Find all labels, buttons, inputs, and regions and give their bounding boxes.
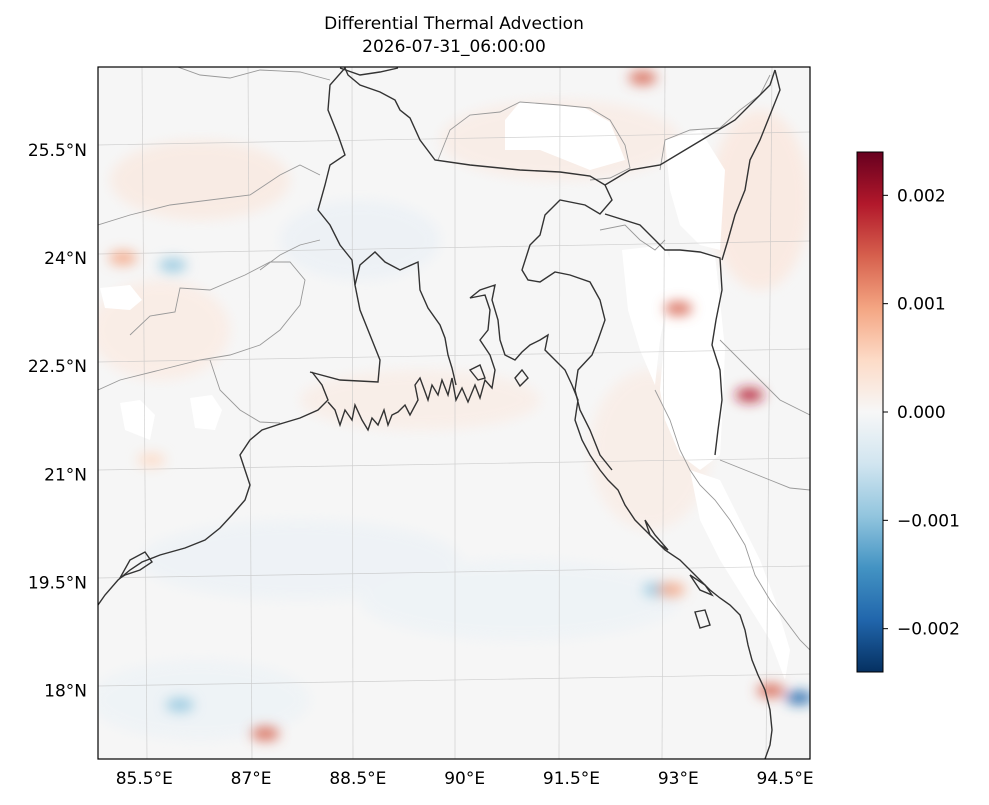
- grid-meridian: [765, 67, 773, 759]
- grid-meridian: [351, 67, 354, 759]
- hot-spot: [165, 697, 194, 712]
- colorbar-tick-label: −0.001: [897, 511, 960, 531]
- y-tick-labels: 25.5°N 24°N 22.5°N 21°N 19.5°N 18°N: [28, 141, 87, 702]
- colorbar-tick-label: 0.002: [897, 186, 946, 206]
- colorbar-gradient: [856, 151, 884, 673]
- grid-meridian: [558, 67, 561, 759]
- y-tick-label: 18°N: [44, 682, 87, 702]
- x-tick-label: 91.5°E: [543, 769, 600, 789]
- chart-subtitle: 2026-07-31_06:00:00: [362, 37, 546, 57]
- x-tick-label: 93°E: [658, 769, 699, 789]
- coastline: [98, 283, 773, 759]
- colorbar-tick-label: 0.000: [897, 403, 946, 423]
- y-tick-label: 21°N: [44, 465, 87, 485]
- hot-spot: [251, 726, 280, 741]
- y-tick-label: 19.5°N: [28, 573, 87, 593]
- x-tick-label: 90°E: [444, 769, 485, 789]
- country-borders: [309, 67, 781, 471]
- grid-parallel: [98, 565, 810, 579]
- hot-spot: [756, 683, 785, 698]
- hot-spot: [735, 387, 764, 402]
- grid-lines: [98, 67, 810, 759]
- chart-title: Differential Thermal Advection: [324, 14, 584, 34]
- hot-spots: [108, 70, 810, 741]
- grid-parallel: [98, 131, 810, 146]
- grid-meridian: [661, 67, 666, 759]
- x-tick-labels: 85.5°E 87°E 88.5°E 90°E 91.5°E 93°E 94.5°E: [116, 769, 814, 789]
- x-tick-label: 94.5°E: [757, 769, 814, 789]
- map-frame: [97, 66, 811, 760]
- grid-meridian: [247, 67, 253, 759]
- colorbar: 0.002 0.001 0.000 −0.001 −0.002: [856, 151, 960, 673]
- grid-meridian: [141, 67, 148, 759]
- hot-spot: [785, 690, 810, 705]
- x-tick-label: 87°E: [231, 769, 272, 789]
- grid-parallel: [98, 457, 810, 471]
- grid-parallel: [98, 240, 810, 255]
- x-tick-label: 88.5°E: [329, 769, 386, 789]
- state-borders: [98, 67, 810, 651]
- x-tick-label: 85.5°E: [116, 769, 173, 789]
- colorbar-tick-label: 0.001: [897, 295, 946, 315]
- y-tick-label: 24°N: [44, 249, 87, 269]
- map-panel: [98, 67, 810, 759]
- hot-spot: [108, 251, 137, 266]
- grid-parallel: [98, 673, 810, 687]
- hot-spot: [137, 452, 166, 467]
- hot-spot: [657, 582, 686, 597]
- y-tick-label: 22.5°N: [28, 357, 87, 377]
- hot-spot: [628, 70, 657, 85]
- y-tick-label: 25.5°N: [28, 141, 87, 161]
- hot-spot: [158, 258, 187, 273]
- hot-spot: [664, 301, 693, 316]
- colorbar-tick-label: −0.002: [897, 620, 960, 640]
- colorbar-ticks: 0.002 0.001 0.000 −0.001 −0.002: [883, 186, 960, 640]
- grid-parallel: [98, 348, 810, 363]
